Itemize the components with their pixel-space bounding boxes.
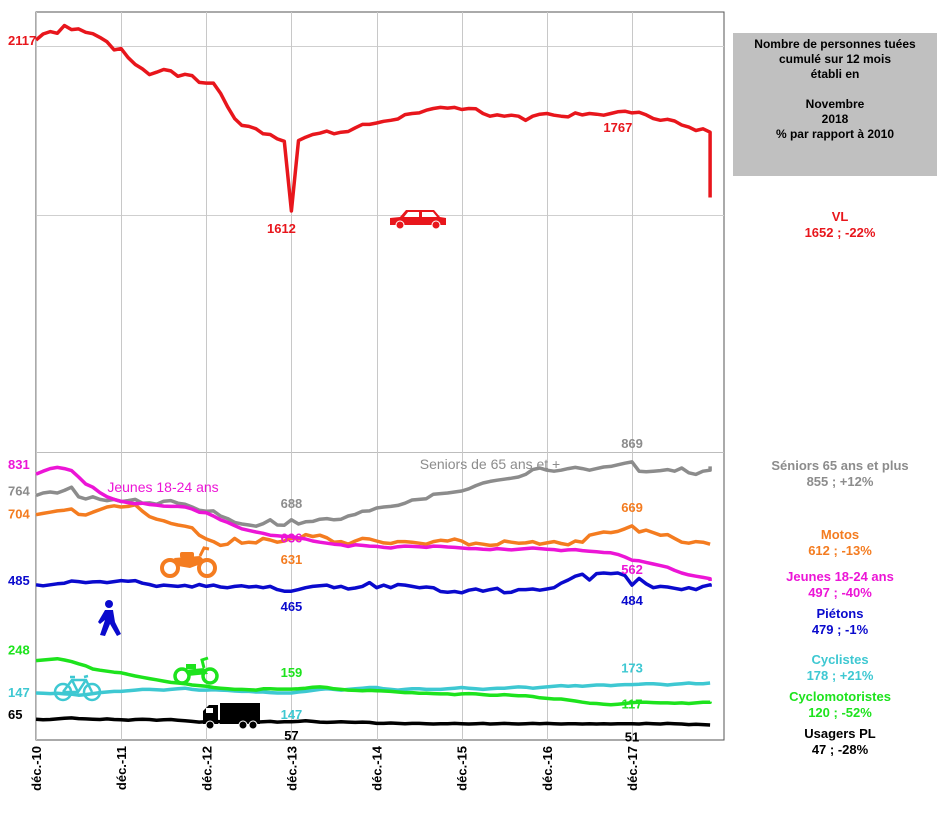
moped-icon bbox=[173, 656, 219, 685]
data-label-cyclistes: 147 bbox=[281, 707, 303, 722]
info-line-5: Novembre bbox=[805, 97, 865, 111]
data-label-vl: 2117 bbox=[8, 33, 36, 48]
legend-seniors: Séniors 65 ans et plus 855 ; +12% bbox=[740, 458, 940, 490]
legend-pl-value: 47 ; -28% bbox=[811, 742, 869, 757]
x-tick-label: déc.-16 bbox=[540, 746, 555, 791]
data-label-cyclistes: 173 bbox=[621, 661, 643, 676]
data-label-seniors: 869 bbox=[621, 436, 643, 451]
data-label-cyclo: 248 bbox=[8, 643, 30, 658]
series-line-pietons bbox=[35, 571, 712, 595]
data-label-seniors: 764 bbox=[8, 484, 30, 499]
legend-cyclistes: Cyclistes 178 ; +21% bbox=[740, 652, 940, 684]
legend-pietons-name: Piétons bbox=[816, 606, 864, 621]
data-label-motos: 631 bbox=[281, 552, 303, 567]
motorcycle-icon bbox=[160, 546, 217, 578]
data-label-pl: 51 bbox=[625, 730, 639, 745]
legend-pl: Usagers PL 47 ; -28% bbox=[740, 726, 940, 758]
x-tick-label: déc.-14 bbox=[370, 745, 385, 791]
legend-jeunes-name: Jeunes 18-24 ans bbox=[786, 569, 894, 584]
inline-label-jeunes: Jeunes 18-24 ans bbox=[107, 479, 218, 495]
x-axis-ticks: déc.-10 déc.-11 déc.-12 déc.-13 déc.-14 déc.-… bbox=[29, 745, 640, 791]
data-label-jeunes: 831 bbox=[8, 457, 30, 472]
info-line-2: cumulé sur 12 mois bbox=[778, 52, 892, 66]
info-box: Nombre de personnes tuées cumulé sur 12 … bbox=[733, 33, 937, 176]
legend-cyclo-value: 120 ; -52% bbox=[808, 705, 872, 720]
legend-pietons: Piétons 479 ; -1% bbox=[740, 606, 940, 638]
legend-seniors-name: Séniors 65 ans et plus bbox=[771, 458, 909, 473]
car-icon bbox=[390, 210, 446, 230]
data-label-pl: 57 bbox=[284, 728, 298, 743]
data-label-pl: 65 bbox=[8, 707, 22, 722]
data-label-seniors: 688 bbox=[281, 496, 303, 511]
x-tick-label: déc.-11 bbox=[114, 746, 129, 790]
series-lines bbox=[34, 23, 712, 727]
bicycle-icon bbox=[53, 674, 102, 702]
legend-motos-name: Motos bbox=[820, 527, 860, 542]
series-line-vl bbox=[34, 23, 712, 213]
legend-pietons-value: 479 ; -1% bbox=[811, 622, 869, 637]
inline-label-seniors: Seniors de 65 ans et + bbox=[420, 456, 561, 472]
legend-jeunes: Jeunes 18-24 ans 497 ; -40% bbox=[740, 569, 940, 601]
legend-vl-name: VL bbox=[831, 209, 849, 224]
legend-cyclo-name: Cyclomotoristes bbox=[789, 689, 891, 704]
legend-cyclo: Cyclomotoristes 120 ; -52% bbox=[740, 689, 940, 721]
series-line-cyclo bbox=[35, 656, 712, 707]
data-label-pietons: 485 bbox=[8, 573, 30, 588]
grid bbox=[35, 11, 725, 741]
data-label-cyclistes: 147 bbox=[8, 685, 30, 700]
legend-vl: VL 1652 ; -22% bbox=[740, 209, 940, 241]
vehicle-icons bbox=[53, 210, 446, 730]
info-line-1: Nombre de personnes tuées bbox=[754, 37, 916, 51]
legend-seniors-value: 855 ; +12% bbox=[806, 474, 874, 489]
x-tick-label: déc.-17 bbox=[625, 746, 640, 791]
series-line-motos bbox=[35, 503, 711, 548]
x-tick-label: déc.-12 bbox=[199, 746, 214, 791]
data-label-motos: 704 bbox=[8, 507, 30, 522]
data-labels: 2117 1612 1767 764 688 869 Seniors de 65 ans e… bbox=[8, 33, 644, 745]
data-label-pietons: 465 bbox=[281, 599, 303, 614]
x-tick-label: déc.-10 bbox=[29, 746, 44, 791]
data-label-jeunes: 562 bbox=[621, 562, 643, 577]
pedestrian-icon bbox=[98, 600, 121, 636]
data-label-pietons: 484 bbox=[621, 593, 643, 608]
legend-motos: Motos 612 ; -13% bbox=[740, 527, 940, 559]
legend-motos-value: 612 ; -13% bbox=[808, 543, 872, 558]
data-label-motos: 669 bbox=[621, 500, 643, 515]
info-line-3: établi en bbox=[810, 67, 860, 81]
data-label-jeunes: 636 bbox=[281, 530, 303, 545]
legend-jeunes-value: 497 ; -40% bbox=[808, 585, 872, 600]
legend-cyclistes-value: 178 ; +21% bbox=[806, 668, 874, 683]
info-line-4 bbox=[733, 82, 937, 97]
legend-vl-value: 1652 ; -22% bbox=[804, 225, 876, 240]
legend-cyclistes-name: Cyclistes bbox=[811, 652, 869, 667]
series-line-pl bbox=[35, 716, 711, 727]
x-tick-label: déc.-15 bbox=[455, 746, 470, 791]
info-line-6: 2018 bbox=[821, 112, 849, 126]
info-line-7: % par rapport à 2010 bbox=[775, 127, 895, 141]
series-line-cyclistes bbox=[35, 681, 711, 697]
data-label-cyclo: 117 bbox=[622, 697, 643, 712]
data-label-vl: 1767 bbox=[603, 120, 632, 135]
series-line-jeunes bbox=[35, 465, 712, 581]
data-label-vl: 1612 bbox=[267, 221, 296, 236]
data-label-cyclo: 159 bbox=[281, 665, 303, 680]
x-tick-label: déc.-13 bbox=[284, 746, 299, 791]
legend-pl-name: Usagers PL bbox=[804, 726, 876, 741]
truck-icon bbox=[203, 703, 260, 730]
